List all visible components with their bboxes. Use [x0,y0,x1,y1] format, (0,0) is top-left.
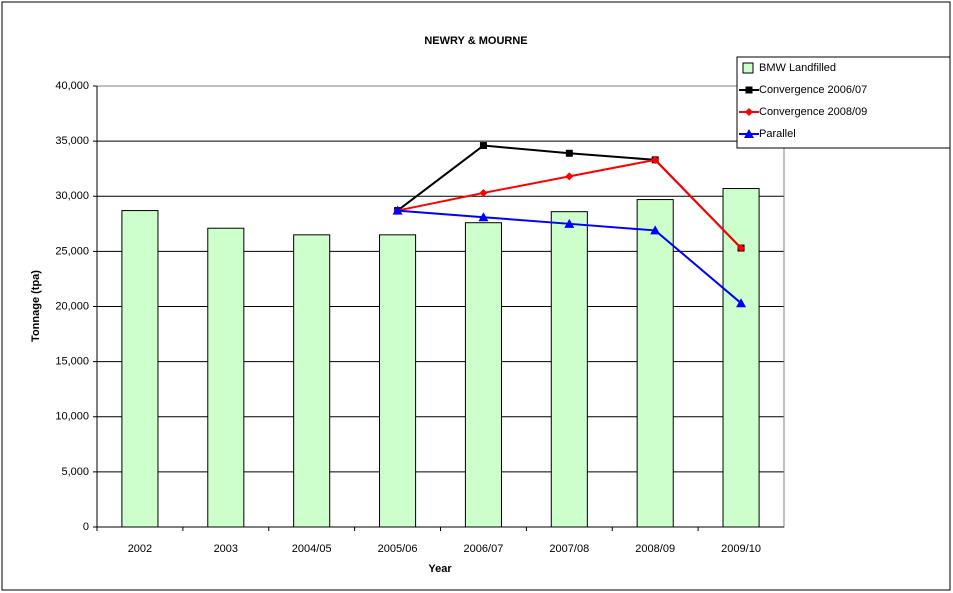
point [565,172,574,181]
legend-marker [745,86,753,94]
point [479,142,487,150]
point [736,298,747,308]
legend-label: Convergence 2008/09 [759,106,867,118]
point [737,244,746,253]
legend-swatch [742,62,754,74]
x-tick-label: 2009/10 [721,543,761,555]
legend-marker [745,108,753,116]
point [479,188,488,197]
x-tick-label: 2006/07 [464,543,504,555]
legend-marker [744,129,754,138]
y-tick-label: 30,000 [55,190,89,202]
y-tick-label: 40,000 [55,80,89,92]
y-tick-label: 35,000 [55,135,89,147]
legend-label: Parallel [759,128,796,140]
bar [293,234,331,528]
x-tick-label: 2004/05 [292,543,332,555]
legend [736,56,951,149]
legend-label: Convergence 2006/07 [759,84,867,96]
x-tick-label: 2002 [128,543,152,555]
y-tick-label: 25,000 [55,245,89,257]
point [565,149,573,157]
y-tick-label: 5,000 [61,466,89,478]
x-tick-label: 2005/06 [378,543,418,555]
point [650,225,661,235]
bar [121,210,159,528]
y-tick-label: 15,000 [55,356,89,368]
bar [379,234,417,528]
x-axis-label: Year [428,563,452,575]
x-tick-label: 2007/08 [549,543,589,555]
x-tick-label: 2008/09 [635,543,675,555]
point [392,205,403,215]
y-tick-label: 10,000 [55,411,89,423]
point [478,212,489,222]
bar [550,211,588,528]
point [651,155,660,164]
y-tick-label: 20,000 [55,300,89,312]
bar [464,222,502,528]
point [564,218,575,228]
y-tick-label: 0 [83,521,89,533]
chart-title: NEWRY & MOURNE [424,35,527,47]
x-tick-label: 2003 [214,543,238,555]
bar [207,227,245,528]
legend-label: BMW Landfilled [759,62,836,74]
bar [722,188,760,528]
y-axis-label: Tonnage (tpa) [30,270,42,342]
bar [636,199,674,528]
